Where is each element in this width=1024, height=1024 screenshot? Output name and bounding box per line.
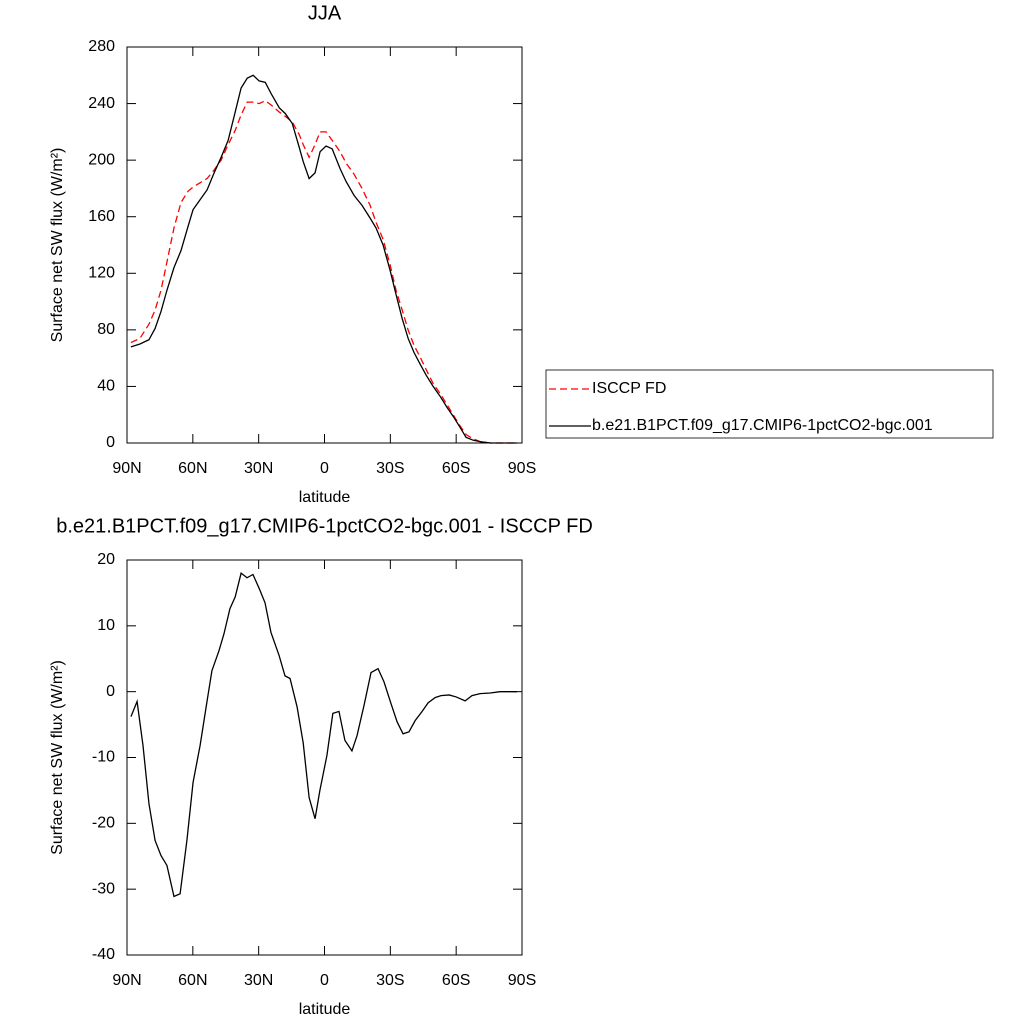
- x-tick-label: 30S: [376, 972, 404, 989]
- data-line: [130, 99, 518, 444]
- x-tick-label: 30S: [376, 460, 404, 477]
- x-tick-label: 90S: [508, 460, 536, 477]
- y-axis-label: Surface net SW flux (W/m²): [49, 660, 66, 855]
- y-tick-label: 20: [97, 551, 115, 568]
- x-tick-label: 60S: [442, 972, 470, 989]
- legend-label: b.e21.B1PCT.f09_g17.CMIP6-1pctCO2-bgc.00…: [592, 417, 933, 434]
- plot-frame: [126, 46, 523, 444]
- y-tick-label: 80: [97, 321, 115, 338]
- x-tick-label: 60N: [178, 972, 207, 989]
- x-tick-label: 90N: [112, 460, 141, 477]
- x-tick-label: 0: [320, 460, 329, 477]
- data-line: [130, 572, 518, 898]
- x-axis-label: latitude: [299, 489, 351, 506]
- y-tick-label: -10: [92, 749, 115, 766]
- legend-label: ISCCP FD: [592, 380, 666, 397]
- x-tick-label: 90S: [508, 972, 536, 989]
- y-tick-label: -20: [92, 815, 115, 832]
- y-tick-label: -40: [92, 946, 115, 963]
- x-tick-label: 30N: [244, 972, 273, 989]
- y-tick-label: -30: [92, 880, 115, 897]
- y-tick-label: 280: [88, 38, 115, 55]
- chart-title: b.e21.B1PCT.f09_g17.CMIP6-1pctCO2-bgc.00…: [56, 515, 593, 537]
- x-tick-label: 60S: [442, 460, 470, 477]
- x-tick-label: 30N: [244, 460, 273, 477]
- x-tick-label: 0: [320, 972, 329, 989]
- y-tick-label: 40: [97, 378, 115, 395]
- y-tick-label: 240: [88, 95, 115, 112]
- data-line: [130, 74, 518, 444]
- chart-title: JJA: [308, 2, 342, 24]
- x-tick-label: 90N: [112, 972, 141, 989]
- y-tick-label: 10: [97, 617, 115, 634]
- legend-box: [545, 369, 994, 439]
- y-tick-label: 0: [106, 683, 115, 700]
- y-axis-label: Surface net SW flux (W/m²): [49, 148, 66, 343]
- x-tick-label: 60N: [178, 460, 207, 477]
- y-tick-label: 0: [106, 434, 115, 451]
- y-tick-label: 160: [88, 208, 115, 225]
- y-tick-label: 120: [88, 265, 115, 282]
- y-tick-label: 200: [88, 151, 115, 168]
- plot-frame: [126, 559, 523, 956]
- x-axis-label: latitude: [299, 1001, 351, 1018]
